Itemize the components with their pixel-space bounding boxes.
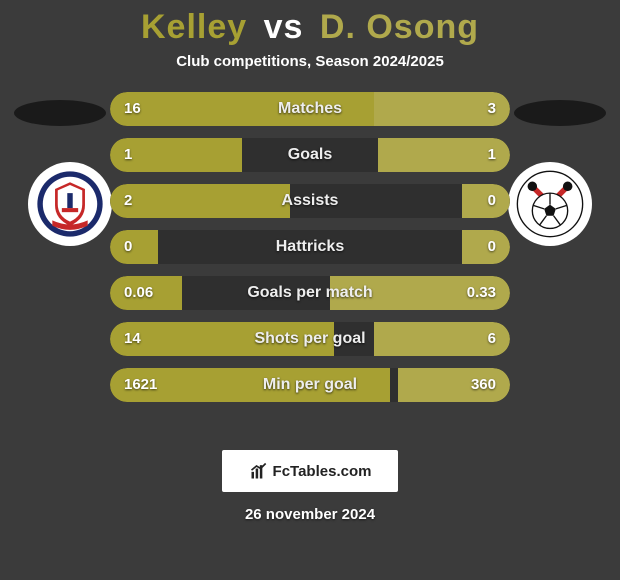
stat-row: 1Goals1	[110, 138, 510, 172]
stat-label: Goals per match	[110, 276, 510, 310]
chart-icon	[249, 461, 269, 481]
stat-row: 0.06Goals per match0.33	[110, 276, 510, 310]
stat-row: 0Hattricks0	[110, 230, 510, 264]
date-text: 26 november 2024	[0, 506, 620, 523]
brand-box: FcTables.com	[222, 450, 398, 492]
stat-value-right: 0.33	[467, 276, 496, 310]
crest-shadow-right	[514, 100, 606, 126]
subtitle: Club competitions, Season 2024/2025	[0, 53, 620, 70]
player2-name: D. Osong	[320, 8, 479, 46]
stat-row: 2Assists0	[110, 184, 510, 218]
stat-value-right: 0	[488, 184, 496, 218]
stat-value-right: 6	[488, 322, 496, 356]
ball-cross-icon	[516, 170, 584, 238]
comparison-title: Kelley vs D. Osong	[0, 0, 620, 47]
player1-name: Kelley	[141, 8, 247, 46]
stat-value-right: 1	[488, 138, 496, 172]
shield-icon	[36, 170, 104, 238]
stat-label: Min per goal	[110, 368, 510, 402]
stat-label: Shots per goal	[110, 322, 510, 356]
club-crest-right	[508, 162, 592, 246]
stat-row: 1621Min per goal360	[110, 368, 510, 402]
stat-value-right: 3	[488, 92, 496, 126]
stat-value-right: 0	[488, 230, 496, 264]
stat-label: Goals	[110, 138, 510, 172]
stat-label: Matches	[110, 92, 510, 126]
vs-text: vs	[264, 8, 304, 46]
club-crest-left	[28, 162, 112, 246]
comparison-stage: 16Matches31Goals12Assists00Hattricks00.0…	[0, 92, 620, 432]
stat-label: Assists	[110, 184, 510, 218]
crest-shadow-left	[14, 100, 106, 126]
stat-value-right: 360	[471, 368, 496, 402]
stat-row: 14Shots per goal6	[110, 322, 510, 356]
stat-label: Hattricks	[110, 230, 510, 264]
stat-bars: 16Matches31Goals12Assists00Hattricks00.0…	[110, 92, 510, 414]
stat-row: 16Matches3	[110, 92, 510, 126]
brand-text: FcTables.com	[273, 463, 372, 480]
